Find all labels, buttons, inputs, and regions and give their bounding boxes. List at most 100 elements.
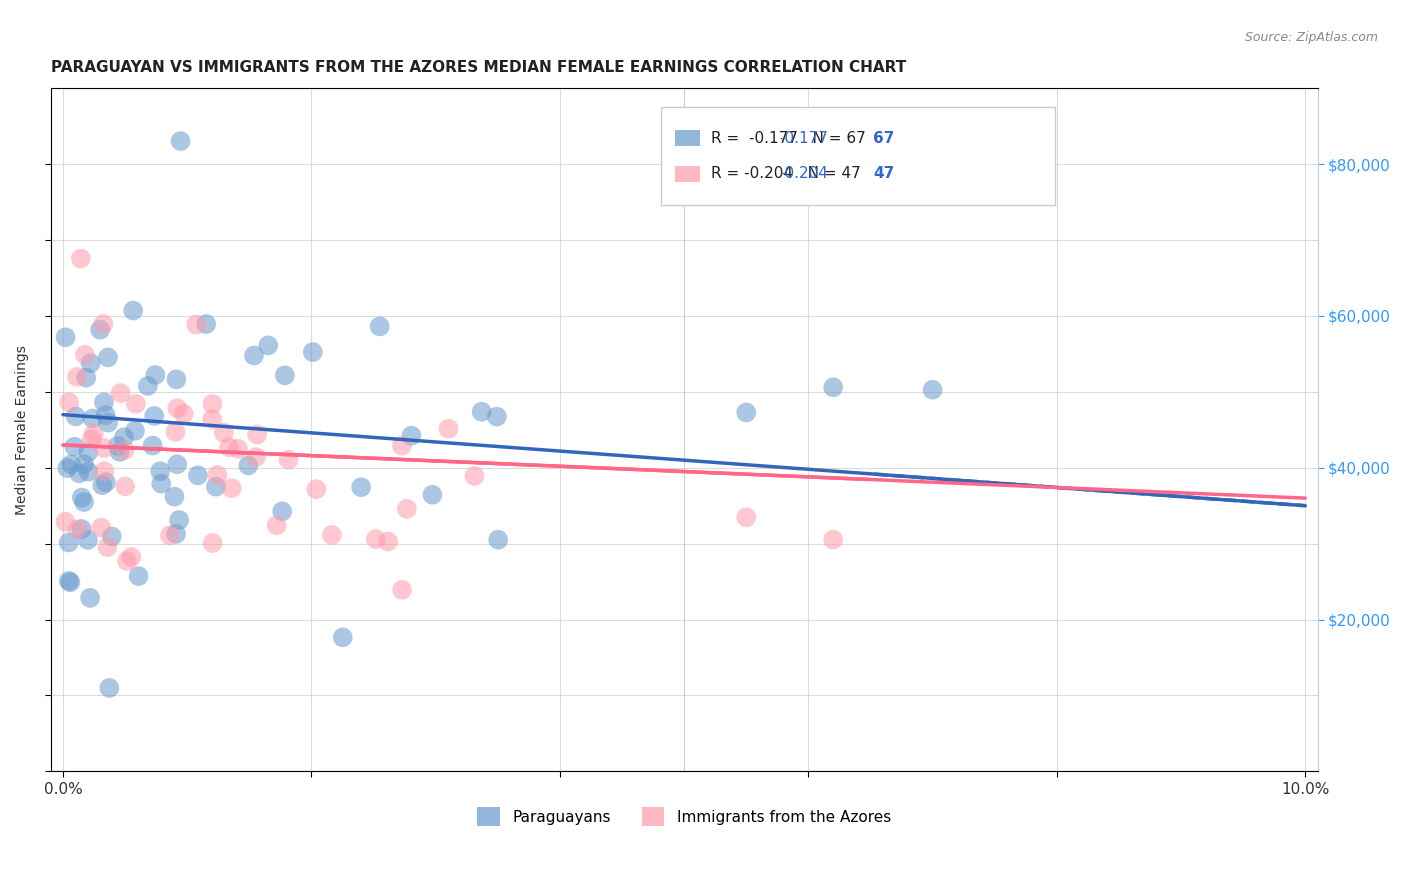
Immigrants from the Azores xyxy=(391,582,413,597)
Immigrants from the Azores xyxy=(377,534,399,549)
Immigrants from the Azores xyxy=(110,386,132,401)
Paraguayans xyxy=(143,409,166,423)
Paraguayans xyxy=(169,134,191,148)
Paraguayans xyxy=(142,439,165,453)
Immigrants from the Azores xyxy=(58,395,80,409)
Paraguayans xyxy=(136,379,159,393)
Paraguayans xyxy=(350,480,373,494)
Immigrants from the Azores xyxy=(277,452,299,467)
Paraguayans xyxy=(128,569,150,583)
Immigrants from the Azores xyxy=(93,464,115,478)
Paraguayans xyxy=(73,495,96,509)
Paraguayans xyxy=(79,591,101,605)
Paraguayans xyxy=(112,430,135,444)
Immigrants from the Azores xyxy=(73,348,96,362)
Legend: Paraguayans, Immigrants from the Azores: Paraguayans, Immigrants from the Azores xyxy=(471,801,897,832)
Text: 47: 47 xyxy=(873,167,894,181)
Paraguayans xyxy=(735,405,758,419)
Paraguayans xyxy=(56,461,79,475)
Immigrants from the Azores xyxy=(823,533,845,547)
Immigrants from the Azores xyxy=(125,397,148,411)
Immigrants from the Azores xyxy=(80,433,103,447)
Paraguayans xyxy=(63,440,86,454)
Paraguayans xyxy=(94,475,117,490)
Text: -0.177: -0.177 xyxy=(779,131,828,145)
Immigrants from the Azores xyxy=(321,528,343,542)
Text: -0.204: -0.204 xyxy=(779,167,828,181)
Paraguayans xyxy=(98,681,121,695)
Immigrants from the Azores xyxy=(83,427,105,442)
Paraguayans xyxy=(145,368,167,382)
Paraguayans xyxy=(166,458,188,472)
Paraguayans xyxy=(55,330,77,344)
Paraguayans xyxy=(67,467,90,481)
Paraguayans xyxy=(401,428,423,442)
Paraguayans xyxy=(65,409,87,424)
Immigrants from the Azores xyxy=(437,422,460,436)
Paraguayans xyxy=(89,323,111,337)
Text: Source: ZipAtlas.com: Source: ZipAtlas.com xyxy=(1244,31,1378,45)
Y-axis label: Median Female Earnings: Median Female Earnings xyxy=(15,345,30,515)
Immigrants from the Azores xyxy=(186,318,208,332)
Immigrants from the Azores xyxy=(70,252,93,266)
Paraguayans xyxy=(486,533,509,547)
Paraguayans xyxy=(823,380,845,394)
Paraguayans xyxy=(97,416,120,430)
Paraguayans xyxy=(238,458,260,473)
Paraguayans xyxy=(485,409,508,424)
Immigrants from the Azores xyxy=(114,479,136,493)
Immigrants from the Azores xyxy=(201,412,224,426)
Immigrants from the Azores xyxy=(395,501,418,516)
Paraguayans xyxy=(274,368,297,383)
Paraguayans xyxy=(271,504,294,518)
Immigrants from the Azores xyxy=(90,520,112,534)
Paraguayans xyxy=(368,319,391,334)
Paraguayans xyxy=(243,349,266,363)
Immigrants from the Azores xyxy=(212,425,235,440)
Paraguayans xyxy=(205,480,228,494)
Paraguayans xyxy=(108,445,131,459)
Paraguayans xyxy=(165,527,187,541)
Immigrants from the Azores xyxy=(93,317,115,331)
Text: R = -0.204   N = 47: R = -0.204 N = 47 xyxy=(711,167,862,181)
Paraguayans xyxy=(77,465,100,479)
Paraguayans xyxy=(332,631,354,645)
Immigrants from the Azores xyxy=(66,370,89,384)
Immigrants from the Azores xyxy=(305,482,328,496)
Immigrants from the Azores xyxy=(207,468,229,483)
Paraguayans xyxy=(107,439,129,453)
Paraguayans xyxy=(163,490,186,504)
Immigrants from the Azores xyxy=(66,522,89,536)
Paraguayans xyxy=(79,356,101,370)
Paraguayans xyxy=(149,464,172,478)
Paraguayans xyxy=(471,405,494,419)
Immigrants from the Azores xyxy=(114,443,136,458)
Paraguayans xyxy=(58,574,80,588)
Immigrants from the Azores xyxy=(120,549,142,564)
Text: 67: 67 xyxy=(873,131,894,145)
Paraguayans xyxy=(70,491,93,505)
Immigrants from the Azores xyxy=(166,401,188,416)
Immigrants from the Azores xyxy=(159,528,181,542)
Paraguayans xyxy=(91,478,114,492)
Immigrants from the Azores xyxy=(173,407,195,421)
Paraguayans xyxy=(124,424,146,438)
Paraguayans xyxy=(58,535,80,549)
Immigrants from the Azores xyxy=(226,442,249,456)
Immigrants from the Azores xyxy=(463,469,485,483)
Paraguayans xyxy=(77,445,100,459)
Text: PARAGUAYAN VS IMMIGRANTS FROM THE AZORES MEDIAN FEMALE EARNINGS CORRELATION CHAR: PARAGUAYAN VS IMMIGRANTS FROM THE AZORES… xyxy=(51,60,905,75)
Immigrants from the Azores xyxy=(364,532,387,546)
Paraguayans xyxy=(422,488,444,502)
Paraguayans xyxy=(75,370,97,384)
Paraguayans xyxy=(82,411,104,425)
Paraguayans xyxy=(70,522,93,536)
Paraguayans xyxy=(59,575,82,590)
Immigrants from the Azores xyxy=(245,450,267,465)
Immigrants from the Azores xyxy=(218,440,240,454)
Paraguayans xyxy=(150,476,173,491)
Paraguayans xyxy=(73,457,96,471)
Paraguayans xyxy=(167,513,190,527)
Paraguayans xyxy=(921,383,943,397)
Paraguayans xyxy=(77,533,100,547)
